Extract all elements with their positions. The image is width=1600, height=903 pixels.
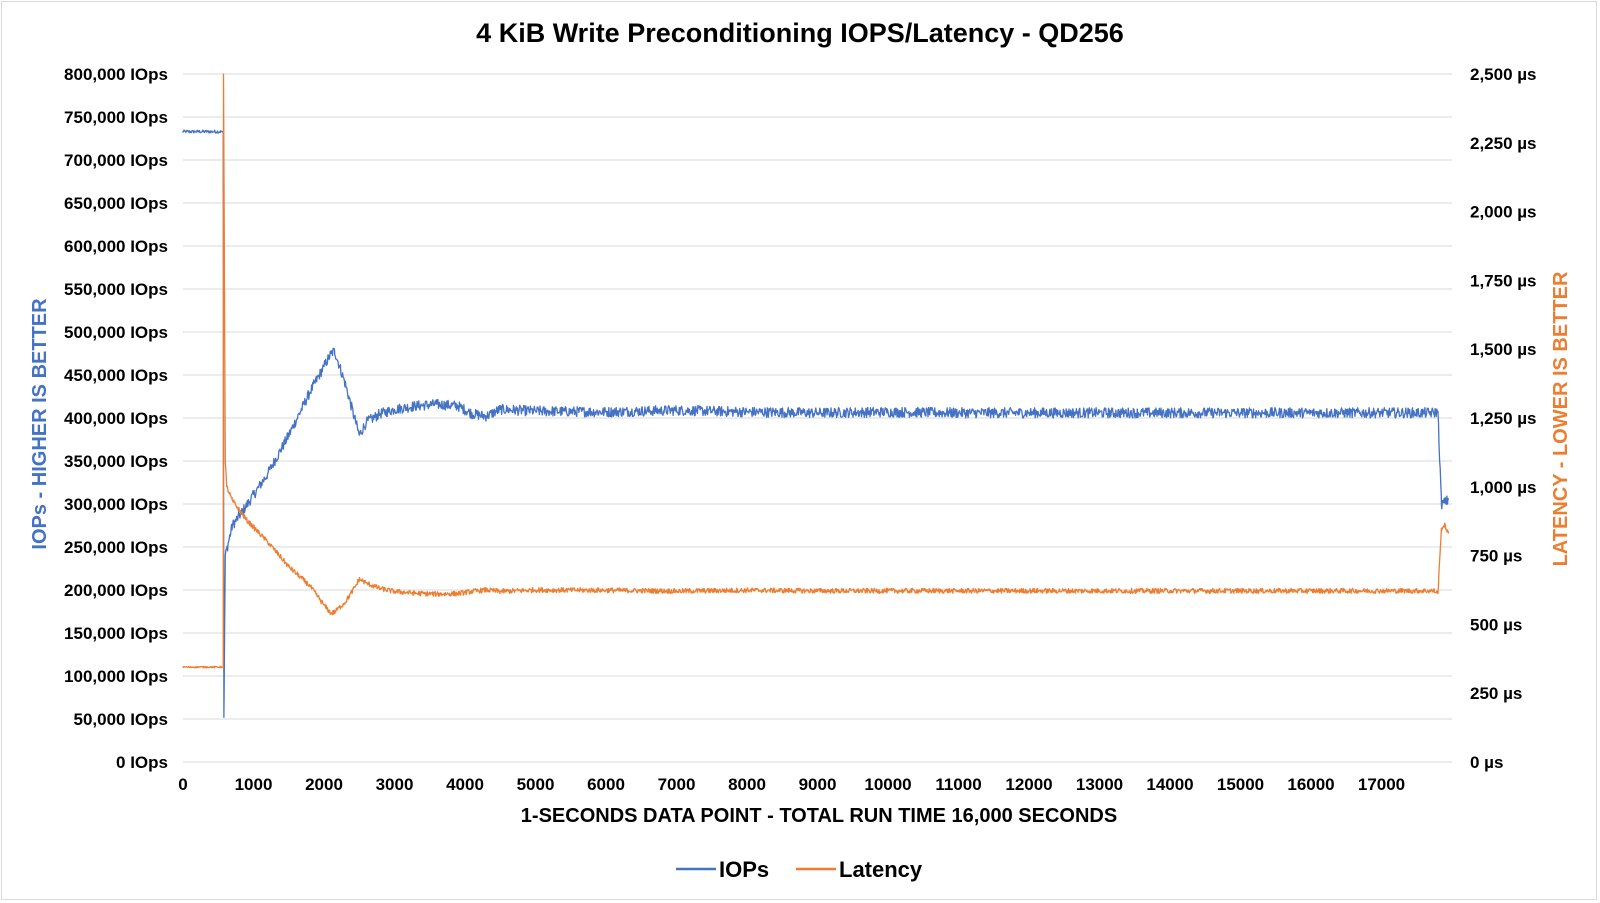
x-tick-labels: 0 1000 2000 3000 4000 5000 6000 7000 8000 9000 100… <box>178 775 1405 794</box>
x-tick-label: 15000 <box>1217 775 1264 794</box>
y-left-tick-labels: 0 IOps 50,000 IOps 100,000 IOps 150,000 IOp… <box>64 65 168 772</box>
x-axis-label: 1-SECONDS DATA POINT - TOTAL RUN TIME 16… <box>521 805 1117 827</box>
y-right-axis-label: LATENCY - LOWER IS BETTER <box>1550 271 1572 566</box>
y-left-tick-label: 500,000 IOps <box>64 323 168 342</box>
y-right-tick-label: 1,500 µs <box>1470 340 1537 359</box>
x-tick-label: 12000 <box>1005 775 1052 794</box>
x-tick-label: 8000 <box>728 775 766 794</box>
x-tick-label: 10000 <box>864 775 911 794</box>
y-right-tick-label: 500 µs <box>1470 615 1522 634</box>
y-left-tick-label: 750,000 IOps <box>64 108 168 127</box>
y-left-axis-label: IOPs - HIGHER IS BETTER <box>29 298 51 550</box>
y-right-tick-label: 250 µs <box>1470 684 1522 703</box>
x-tick-label: 9000 <box>799 775 837 794</box>
x-tick-label: 13000 <box>1076 775 1123 794</box>
y-right-tick-label: 750 µs <box>1470 547 1522 566</box>
x-tick-label: 3000 <box>376 775 414 794</box>
y-right-tick-label: 2,250 µs <box>1470 134 1537 153</box>
legend: IOPs Latency <box>676 857 923 882</box>
y-right-tick-label: 2,500 µs <box>1470 65 1537 84</box>
legend-latency-label: Latency <box>839 857 923 882</box>
y-left-tick-label: 300,000 IOps <box>64 495 168 514</box>
chart-title: 4 KiB Write Preconditioning IOPS/Latency… <box>476 18 1124 48</box>
gridlines <box>183 73 1452 763</box>
y-right-tick-label: 1,000 µs <box>1470 478 1537 497</box>
y-right-tick-label: 1,250 µs <box>1470 409 1537 428</box>
y-left-tick-label: 350,000 IOps <box>64 452 168 471</box>
x-tick-label: 5000 <box>517 775 555 794</box>
x-tick-label: 0 <box>178 775 187 794</box>
y-left-tick-label: 650,000 IOps <box>64 194 168 213</box>
series-latency-line <box>182 73 1450 669</box>
x-tick-label: 6000 <box>587 775 625 794</box>
y-left-tick-label: 550,000 IOps <box>64 280 168 299</box>
series-iops-line <box>182 129 1450 718</box>
legend-iops-label: IOPs <box>719 857 769 882</box>
y-right-tick-label: 2,000 µs <box>1470 203 1537 222</box>
y-left-tick-label: 600,000 IOps <box>64 237 168 256</box>
y-right-tick-label: 0 µs <box>1470 753 1503 772</box>
y-left-tick-label: 450,000 IOps <box>64 366 168 385</box>
x-tick-label: 17000 <box>1358 775 1405 794</box>
y-left-tick-label: 200,000 IOps <box>64 581 168 600</box>
x-tick-label: 1000 <box>235 775 273 794</box>
x-tick-label: 7000 <box>658 775 696 794</box>
x-tick-label: 16000 <box>1287 775 1334 794</box>
y-left-tick-label: 50,000 IOps <box>73 710 168 729</box>
x-tick-label: 4000 <box>446 775 484 794</box>
plot-area <box>182 73 1450 718</box>
y-left-tick-label: 400,000 IOps <box>64 409 168 428</box>
x-tick-label: 14000 <box>1146 775 1193 794</box>
y-right-tick-labels: 0 µs 250 µs 500 µs 750 µs 1,000 µs 1,250 µs 1,… <box>1470 65 1537 772</box>
y-left-tick-label: 800,000 IOps <box>64 65 168 84</box>
x-tick-label: 11000 <box>935 775 981 794</box>
x-tick-label: 2000 <box>305 775 343 794</box>
y-left-tick-label: 150,000 IOps <box>64 624 168 643</box>
y-left-tick-label: 700,000 IOps <box>64 151 168 170</box>
y-left-tick-label: 0 IOps <box>116 753 168 772</box>
y-left-tick-label: 250,000 IOps <box>64 538 168 557</box>
y-right-tick-label: 1,750 µs <box>1470 271 1537 290</box>
y-left-tick-label: 100,000 IOps <box>64 667 168 686</box>
